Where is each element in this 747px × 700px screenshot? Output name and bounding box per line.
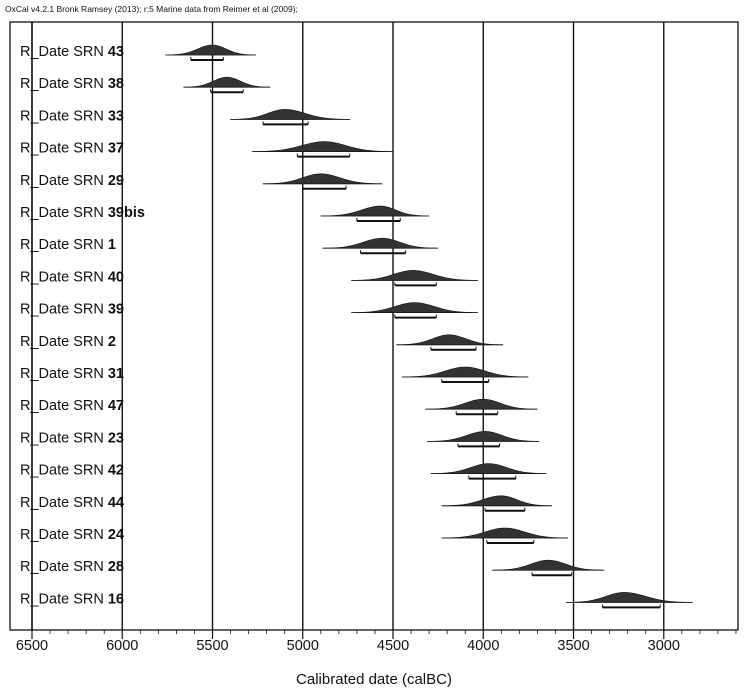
row-label-39: R_Date SRN 39 — [20, 302, 124, 318]
date-row-42: R_Date SRN 42 — [20, 463, 547, 480]
tick-label-5000: 5000 — [287, 638, 319, 654]
distribution-39bis — [320, 205, 430, 217]
distribution-1 — [322, 237, 439, 249]
date-row-39: R_Date SRN 39 — [20, 302, 478, 319]
distribution-31 — [401, 366, 529, 378]
date-row-1: R_Date SRN 1 — [20, 237, 439, 255]
row-label-38: R_Date SRN 38 — [20, 76, 124, 92]
date-rows: R_Date SRN 43 R_Date SRN 38 R_Date SRN 33 R… — [20, 44, 693, 609]
date-row-44: R_Date SRN 44 — [20, 495, 552, 512]
distribution-2 — [396, 334, 504, 346]
distribution-39 — [351, 302, 478, 313]
row-label-37: R_Date SRN 37 — [20, 141, 124, 157]
row-label-42: R_Date SRN 42 — [20, 463, 124, 479]
distribution-44 — [441, 495, 552, 507]
tick-label-4500: 4500 — [377, 638, 409, 654]
date-row-38: R_Date SRN 38 — [20, 76, 271, 94]
date-row-31: R_Date SRN 31 — [20, 366, 529, 383]
date-row-2: R_Date SRN 2 — [20, 334, 504, 351]
distribution-16 — [566, 592, 693, 603]
distribution-33 — [230, 109, 351, 120]
row-label-31: R_Date SRN 31 — [20, 366, 124, 382]
row-label-29: R_Date SRN 29 — [20, 173, 124, 189]
date-row-33: R_Date SRN 33 — [20, 108, 351, 126]
date-row-37: R_Date SRN 37 — [20, 141, 394, 158]
row-label-43: R_Date SRN 43 — [20, 44, 124, 60]
row-label-28: R_Date SRN 28 — [20, 559, 124, 575]
gridlines — [31, 22, 665, 630]
row-label-16: R_Date SRN 16 — [20, 591, 124, 607]
distribution-24 — [441, 527, 569, 539]
distribution-29 — [262, 173, 383, 185]
x-axis-label: Calibrated date (calBC) — [296, 671, 452, 688]
row-label-47: R_Date SRN 47 — [20, 398, 124, 414]
distribution-40 — [351, 270, 478, 281]
date-row-23: R_Date SRN 23 — [20, 430, 540, 448]
tick-label-6500: 6500 — [16, 638, 48, 654]
distribution-23 — [427, 431, 540, 442]
distribution-37 — [251, 141, 394, 152]
tick-label-6000: 6000 — [106, 638, 138, 654]
date-row-39bis: R_Date SRN 39bis — [20, 205, 430, 222]
row-label-24: R_Date SRN 24 — [20, 527, 124, 543]
date-row-43: R_Date SRN 43 — [20, 44, 256, 61]
plot-frame — [9, 21, 739, 631]
date-row-24: R_Date SRN 24 — [20, 527, 569, 544]
date-row-47: R_Date SRN 47 — [20, 398, 538, 416]
row-label-39bis: R_Date SRN 39bis — [20, 205, 145, 221]
x-axis: 6500 6000 5500 5000 4500 4000 3500 3000 — [16, 630, 737, 654]
row-label-23: R_Date SRN 23 — [20, 430, 124, 446]
tick-label-5500: 5500 — [196, 638, 228, 654]
distribution-43 — [165, 44, 256, 56]
date-row-28: R_Date SRN 28 — [20, 559, 605, 577]
header-text: OxCal v4.2.1 Bronk Ramsey (2013); r:5 Ma… — [5, 4, 298, 14]
tick-label-4000: 4000 — [467, 638, 499, 654]
tick-label-3000: 3000 — [648, 638, 680, 654]
distribution-38 — [183, 76, 271, 88]
row-label-44: R_Date SRN 44 — [20, 495, 124, 511]
row-label-1: R_Date SRN 1 — [20, 237, 116, 253]
row-label-40: R_Date SRN 40 — [20, 269, 124, 285]
tick-label-3500: 3500 — [557, 638, 589, 654]
distribution-47 — [425, 398, 538, 410]
date-row-29: R_Date SRN 29 — [20, 173, 383, 190]
date-row-16: R_Date SRN 16 — [20, 591, 693, 609]
row-label-2: R_Date SRN 2 — [20, 334, 116, 350]
distribution-28 — [492, 559, 605, 571]
distribution-42 — [430, 463, 547, 474]
row-label-33: R_Date SRN 33 — [20, 108, 124, 124]
date-row-40: R_Date SRN 40 — [20, 269, 478, 287]
